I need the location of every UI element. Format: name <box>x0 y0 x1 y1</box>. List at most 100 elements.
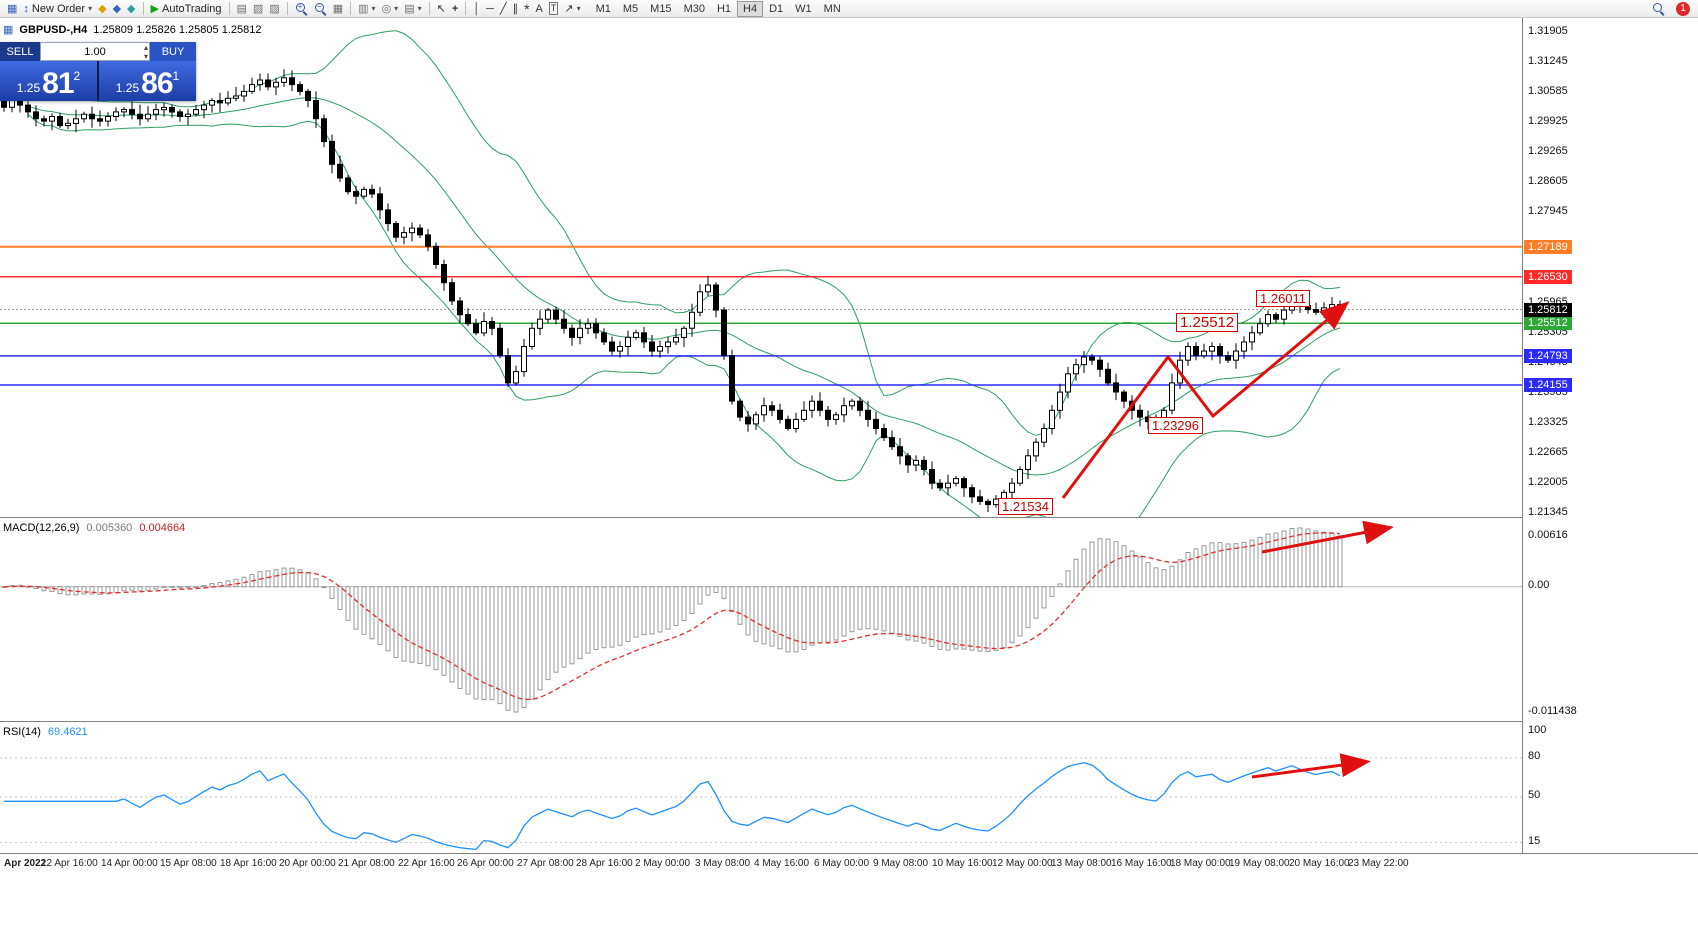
toolbar-separator <box>142 2 144 15</box>
new-chart-button[interactable]: ▥ ▾ <box>355 1 378 17</box>
time-axis-label: 10 May 16:00 <box>932 858 993 869</box>
services-button[interactable]: ◆ <box>124 1 138 17</box>
time-axis-label: 18 Apr 16:00 <box>220 858 277 869</box>
rsi-name: RSI(14) <box>3 726 41 738</box>
arrows-tool-button[interactable]: ↗ ▾ <box>561 1 583 17</box>
price-axis-label: 1.27945 <box>1528 205 1568 217</box>
rsi-pane[interactable]: RSI(14) 69.4621 <box>0 721 1522 853</box>
profiles-button[interactable]: ◎ ▾ <box>379 1 402 17</box>
chevron-down-icon: ▾ <box>88 4 93 13</box>
horizontal-line-tool-button[interactable]: ─ <box>483 1 497 17</box>
sell-price-big: 81 <box>42 67 74 100</box>
toolbar-separator <box>428 2 430 15</box>
fibonacci-tool-button[interactable]: * <box>521 1 532 17</box>
indicators-button[interactable]: ▤ <box>234 1 250 17</box>
vertical-line-tool-button[interactable]: │ <box>470 1 483 17</box>
buy-price-pipette: 1 <box>172 69 180 83</box>
macd-chart[interactable] <box>0 518 1522 721</box>
price-pane[interactable]: ▦ GBPUSD-,H4 1.25809 1.25826 1.25805 1.2… <box>0 18 1522 517</box>
level-price-badge: 1.25512 <box>1524 316 1572 330</box>
timeframe-m5[interactable]: M5 <box>622 2 639 15</box>
time-axis[interactable]: Apr 2022 12 Apr 16:00 14 Apr 00:00 15 Apr 0… <box>0 853 1698 937</box>
search-button[interactable] <box>1649 1 1668 17</box>
text-tool-icon: A <box>535 2 543 15</box>
annotation-box-1[interactable]: 1.26011 <box>1256 290 1311 307</box>
zoom-in-icon: + <box>295 2 308 15</box>
time-axis-label: 22 Apr 16:00 <box>398 858 455 869</box>
text-tool-button[interactable]: A <box>533 1 546 17</box>
zoom-in-button[interactable]: + <box>292 1 311 17</box>
timeframe-m30[interactable]: M30 <box>683 2 705 15</box>
macd-axis-label: 0.00616 <box>1528 529 1568 541</box>
symbol-label: GBPUSD-,H4 <box>19 24 88 36</box>
price-axis-label: 1.31245 <box>1528 55 1568 67</box>
annotation-box-4[interactable]: 1.21534 <box>998 498 1053 515</box>
time-axis-label: Apr 2022 <box>4 858 47 869</box>
sell-button[interactable]: SELL <box>0 42 40 61</box>
timeframe-d1[interactable]: D1 <box>769 2 784 15</box>
buy-price-prefix: 1.25 <box>115 81 140 95</box>
sell-price-prefix: 1.25 <box>16 81 41 95</box>
volume-down-button[interactable]: ▾ <box>143 52 148 61</box>
price-axis-label: 1.28605 <box>1528 175 1568 187</box>
new-order-icon: ↕ <box>23 2 29 15</box>
new-chart-icon: ▥ <box>358 2 369 15</box>
timeframe-h4[interactable]: H4 <box>737 0 764 17</box>
new-order-button[interactable]: ↕ New Order ▾ <box>20 1 95 17</box>
textbox-tool-button[interactable]: T <box>546 1 562 17</box>
timeframe-h1[interactable]: H1 <box>716 2 732 15</box>
annotation-box-3[interactable]: 1.23296 <box>1148 417 1203 434</box>
time-axis-label: 27 Apr 08:00 <box>517 858 574 869</box>
volume-input[interactable]: 1.00 ▴ ▾ <box>40 42 150 61</box>
autotrading-button[interactable]: ▶ AutoTrading <box>148 1 225 17</box>
time-axis-label: 23 May 22:00 <box>1348 858 1409 869</box>
market-icon: ◆ <box>112 2 122 15</box>
price-axis-label: 1.29925 <box>1528 115 1568 127</box>
timeframe-mn[interactable]: MN <box>823 2 841 15</box>
autotrading-label: AutoTrading <box>161 2 222 15</box>
macd-label: MACD(12,26,9) 0.005360 0.004664 <box>3 522 185 534</box>
annotation-box-2[interactable]: 1.25512 <box>1176 313 1239 332</box>
buy-price-display[interactable]: 1.25 86 1 <box>99 61 196 101</box>
rsi-chart[interactable] <box>0 722 1522 853</box>
time-axis-label: 14 Apr 00:00 <box>101 858 158 869</box>
channel-tool-button[interactable]: ∥ <box>510 1 522 17</box>
zoom-out-button[interactable]: − <box>311 1 330 17</box>
rsi-label: RSI(14) 69.4621 <box>3 726 88 738</box>
macd-pane[interactable]: MACD(12,26,9) 0.005360 0.004664 <box>0 517 1522 721</box>
time-axis-label: 2 May 00:00 <box>635 858 691 869</box>
crosshair-tool-button[interactable]: + <box>449 1 461 17</box>
market-button[interactable]: ◆ <box>110 1 124 17</box>
timeframe-m1[interactable]: M1 <box>595 2 611 15</box>
chart-window-button[interactable]: ▦ <box>4 1 20 17</box>
zoom-out-icon: − <box>314 2 327 15</box>
tile-windows-button[interactable]: ▦ <box>330 1 346 17</box>
chart-window-icon: ▦ <box>7 2 18 15</box>
trendline-icon: ╱ <box>499 2 507 15</box>
time-axis-label: 19 May 08:00 <box>1229 858 1290 869</box>
add-indicator-button[interactable]: ▧ <box>250 1 266 17</box>
templates-button[interactable]: ▤ ▾ <box>401 1 424 17</box>
search-icon <box>1652 2 1665 15</box>
time-axis-label: 16 May 16:00 <box>1111 858 1172 869</box>
objects-list-button[interactable]: ▨ <box>266 1 282 17</box>
metaeditor-button[interactable]: ◆ <box>95 1 109 17</box>
time-axis-label: 13 May 08:00 <box>1051 858 1112 869</box>
volume-up-button[interactable]: ▴ <box>143 43 148 52</box>
timeframe-w1[interactable]: W1 <box>795 2 812 15</box>
level-price-badge: 1.27189 <box>1524 240 1572 254</box>
sell-price-display[interactable]: 1.25 81 2 <box>0 61 97 101</box>
candlestick-chart[interactable] <box>0 18 1522 517</box>
channel-icon: ∥ <box>512 2 519 15</box>
new-order-label: New Order <box>31 2 86 15</box>
trendline-tool-button[interactable]: ╱ <box>497 1 510 17</box>
notification-badge[interactable]: 1 <box>1676 1 1690 16</box>
time-axis-label: 18 May 00:00 <box>1170 858 1231 869</box>
profiles-icon: ◎ <box>381 2 392 15</box>
cursor-tool-button[interactable]: ↖ <box>434 1 449 17</box>
rsi-axis-label: 80 <box>1528 750 1541 762</box>
buy-button[interactable]: BUY <box>150 42 196 61</box>
timeframe-m15[interactable]: M15 <box>650 2 672 15</box>
price-scale[interactable]: 1.31905 1.31245 1.30585 1.29925 1.29265 1.286… <box>1522 18 1698 853</box>
